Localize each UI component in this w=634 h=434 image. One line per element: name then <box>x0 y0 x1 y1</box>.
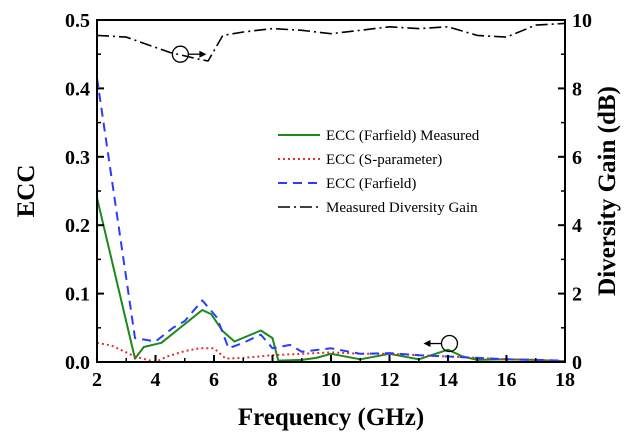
y-right-tick-label: 2 <box>572 284 582 306</box>
x-tick-label: 16 <box>497 369 517 391</box>
legend-label: ECC (S-parameter) <box>326 152 442 168</box>
x-tick-label: 4 <box>151 369 161 391</box>
x-axis-title: Frequency (GHz) <box>238 404 424 431</box>
legend-label: Measured Diversity Gain <box>326 200 478 216</box>
y-axis-right-title: Diversity Gain (dB) <box>594 86 621 296</box>
x-tick-label: 10 <box>321 369 341 391</box>
annotation-circle <box>440 334 459 353</box>
y-right-tick-label: 6 <box>572 147 582 169</box>
x-tick-label: 18 <box>555 369 575 391</box>
axes-ticks: 2 4 6 8 10 12 14 16 18 0.0 0.1 0.2 0.3 0.4 0.5 0 2 4 6 8 10 <box>65 10 592 391</box>
x-tick-label: 14 <box>438 369 458 391</box>
y-left-tick-label: 0.0 <box>65 352 90 374</box>
annotation-arrowhead <box>199 50 207 58</box>
y-left-tick-label: 0.2 <box>65 215 90 237</box>
x-tick-label: 12 <box>380 369 400 391</box>
series-line <box>96 197 566 363</box>
y-right-tick-label: 0 <box>572 352 582 374</box>
x-tick-label: 6 <box>209 369 219 391</box>
series-line <box>96 22 566 62</box>
annotations <box>171 45 459 353</box>
y-right-tick-label: 4 <box>572 215 582 237</box>
y-left-tick-label: 0.4 <box>65 78 90 100</box>
x-tick-label: 8 <box>268 369 278 391</box>
y-right-tick-label: 10 <box>572 10 592 32</box>
y-left-tick-label: 0.3 <box>65 147 90 169</box>
y-left-tick-label: 0.1 <box>65 284 90 306</box>
series-layer <box>96 22 566 363</box>
y-left-tick-label: 0.5 <box>65 10 90 32</box>
y-axis-left-title: ECC <box>13 165 40 218</box>
series-line <box>96 77 566 362</box>
legend-label: ECC (Farfield) Measured <box>326 128 480 144</box>
y-right-tick-label: 8 <box>572 78 582 100</box>
legend-label: ECC (Farfield) <box>326 176 416 192</box>
annotation-arrowhead <box>423 340 431 348</box>
legend: ECC (Farfield) Measured ECC (S-parameter)… <box>278 128 480 216</box>
annotation-circle <box>171 45 190 63</box>
x-tick-label: 2 <box>92 369 102 391</box>
